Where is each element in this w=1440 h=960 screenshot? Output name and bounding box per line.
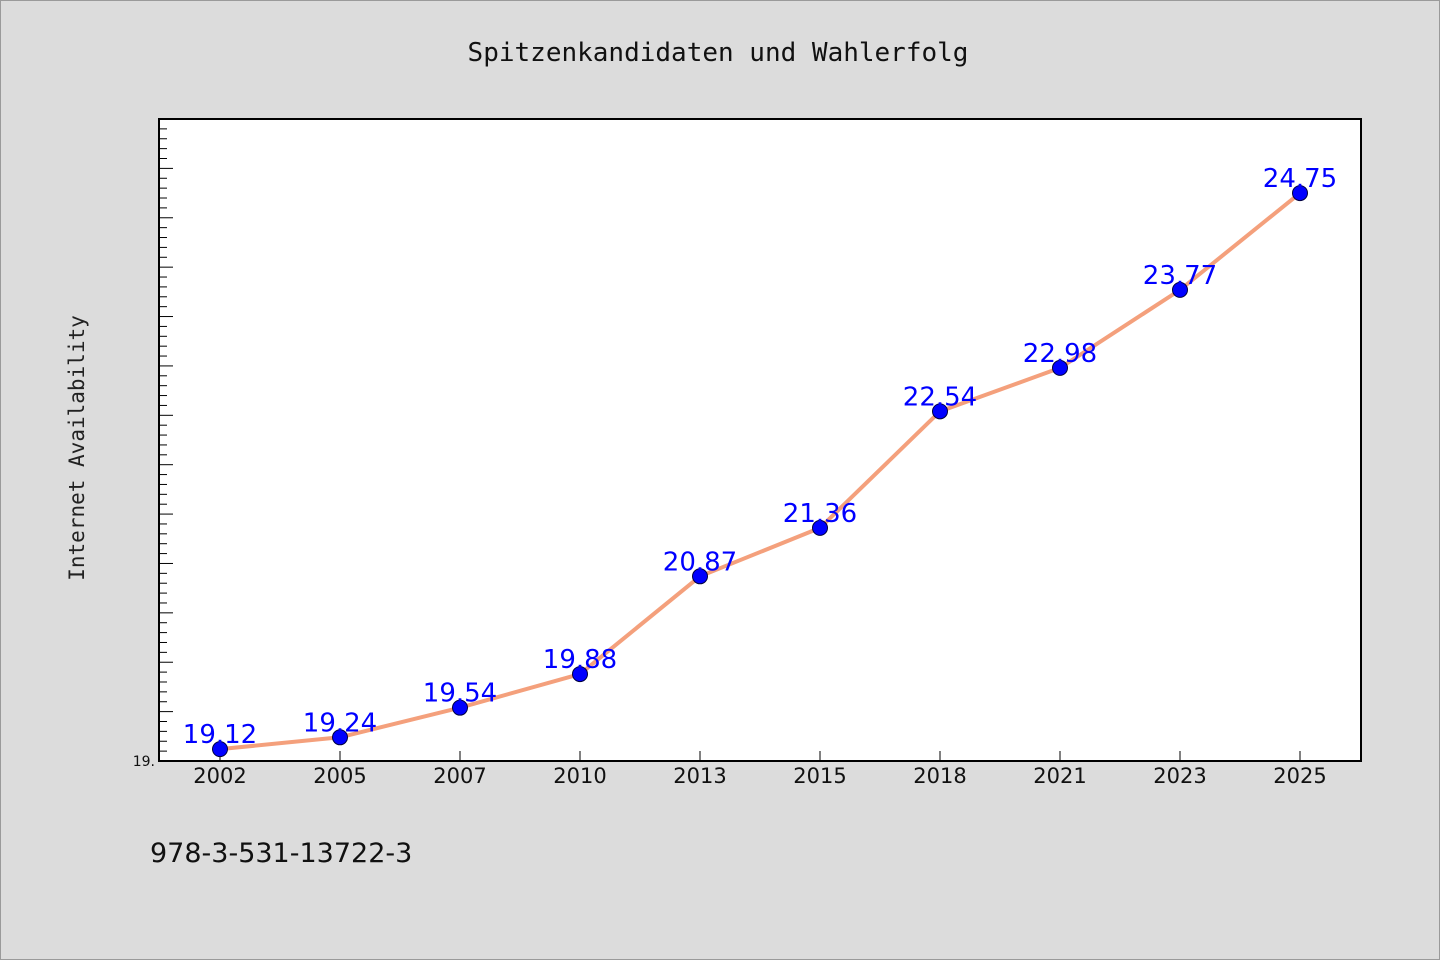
data-label: 19.88 bbox=[543, 645, 617, 675]
data-point bbox=[1052, 359, 1068, 376]
series-markers bbox=[212, 185, 1308, 758]
data-label: 19.12 bbox=[183, 720, 257, 750]
data-point bbox=[1292, 185, 1308, 202]
x-tick-label: 2005 bbox=[313, 764, 366, 788]
x-tick-label: 2015 bbox=[793, 764, 846, 788]
data-label: 21.36 bbox=[783, 499, 857, 529]
isbn-label: 978-3-531-13722-3 bbox=[150, 838, 412, 869]
x-tick-label: 2023 bbox=[1153, 764, 1206, 788]
y-axis-label: Internet Availability bbox=[65, 315, 89, 581]
plot-area bbox=[158, 118, 1362, 762]
y-axis-ticks: 19. bbox=[133, 128, 173, 770]
y-tick-label: 19. bbox=[133, 754, 155, 770]
x-tick-label: 2010 bbox=[553, 764, 606, 788]
x-tick-label: 2013 bbox=[673, 764, 726, 788]
x-tick-label: 2021 bbox=[1033, 764, 1086, 788]
data-label: 23.77 bbox=[1143, 261, 1217, 291]
data-point bbox=[332, 729, 348, 746]
data-point bbox=[812, 519, 828, 536]
chart-title: Spitzenkandidaten und Wahlerfolg bbox=[468, 38, 969, 68]
series-line bbox=[218, 191, 1302, 752]
data-point bbox=[1172, 281, 1188, 298]
x-tick-label: 2007 bbox=[433, 764, 486, 788]
data-label: 19.54 bbox=[423, 679, 497, 709]
data-label: 22.98 bbox=[1023, 339, 1097, 369]
data-label: 20.87 bbox=[663, 547, 737, 577]
x-tick-label: 2025 bbox=[1273, 764, 1326, 788]
x-axis-ticks: 2002 2005 2007 2010 2013 2015 2018 2021 2023 2025 bbox=[193, 751, 1327, 788]
data-point bbox=[572, 666, 588, 683]
x-tick-label: 2018 bbox=[913, 764, 966, 788]
data-label: 22.54 bbox=[903, 382, 977, 412]
data-point bbox=[212, 741, 228, 758]
data-label: 24.75 bbox=[1263, 164, 1337, 194]
data-labels: 19.12 19.24 19.54 19.88 20.87 21.36 22.54 22.98… bbox=[183, 164, 1337, 750]
data-point bbox=[692, 568, 708, 585]
x-tick-label: 2002 bbox=[193, 764, 246, 788]
data-point bbox=[452, 699, 468, 716]
data-label: 19.24 bbox=[303, 708, 377, 738]
data-point bbox=[932, 403, 948, 420]
